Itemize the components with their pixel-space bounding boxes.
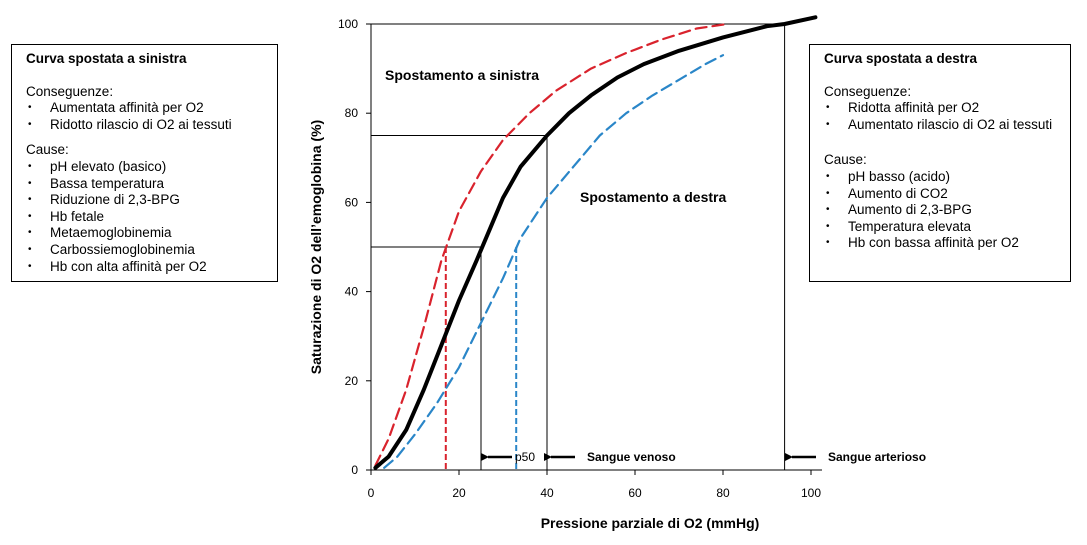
left-shift-info-box: Curva spostata a sinistra Conseguenze: A…: [11, 44, 278, 282]
y-axis-label: Saturazione di O2 dell’emoglobina (%): [308, 120, 324, 374]
normal-curve: [373, 15, 818, 470]
x-tick-label: 80: [716, 486, 730, 500]
x-tick-label: 100: [801, 486, 821, 500]
right-consequences-list: Ridotta affinità per O2 Aumentato rilasc…: [824, 100, 1060, 133]
list-item: Ridotta affinità per O2: [824, 100, 1060, 117]
x-tick-label: 40: [540, 486, 554, 500]
x-axis-label: Pressione parziale di O2 (mmHg): [541, 515, 760, 531]
list-item: Riduzione di 2,3-BPG: [26, 192, 267, 209]
list-item: Aumento di CO2: [824, 186, 1060, 203]
left-causes-list: pH elevato (basico) Bassa temperatura Ri…: [26, 159, 267, 275]
right-box-title: Curva spostata a destra: [824, 51, 978, 66]
x-tick-label: 60: [628, 486, 642, 500]
y-ticks: 0 20 40 60 80 100: [338, 17, 371, 477]
right-causes-label: Cause:: [824, 152, 867, 168]
left-shift-curve: [374, 22, 729, 467]
right-shift-label: Spostamento a destra: [580, 189, 726, 205]
left-consequences-label: Conseguenze:: [26, 83, 114, 99]
right-shift-curve: [383, 54, 725, 469]
left-consequences-list: Aumentata affinità per O2 Ridotto rilasc…: [26, 100, 267, 133]
x-tick-label: 0: [368, 486, 375, 500]
list-item: Aumentato rilascio di O2 ai tessuti: [824, 117, 1060, 134]
right-causes-list: pH basso (acido) Aumento di CO2 Aumento …: [824, 169, 1060, 252]
left-box-title: Curva spostata a sinistra: [26, 51, 187, 66]
p50-marker: p50: [481, 450, 535, 464]
y-tick-label: 0: [351, 463, 358, 477]
venous-blood-marker: Sangue venoso: [544, 450, 676, 464]
list-item: Ridotto rilascio di O2 ai tessuti: [26, 117, 267, 134]
list-item: pH elevato (basico): [26, 159, 267, 176]
x-ticks: 0 20 40 60 80 100: [368, 470, 821, 500]
list-item: Metaemoglobinemia: [26, 225, 267, 242]
left-shift-label: Spostamento a sinistra: [385, 67, 539, 83]
y-tick-label: 100: [338, 17, 358, 31]
list-item: Bassa temperatura: [26, 176, 267, 193]
y-tick-label: 40: [345, 285, 359, 299]
list-item: Aumentata affinità per O2: [26, 100, 267, 117]
y-tick-label: 80: [345, 106, 359, 120]
reference-lines: [371, 24, 786, 470]
venous-blood-label: Sangue venoso: [587, 450, 676, 464]
arterial-blood-marker: Sangue arterioso: [785, 450, 926, 464]
right-shift-info-box: Curva spostata a destra Conseguenze: Rid…: [809, 44, 1071, 282]
arterial-blood-label: Sangue arterioso: [828, 450, 926, 464]
list-item: Hb con bassa affinità per O2: [824, 235, 1060, 252]
y-tick-label: 20: [345, 374, 359, 388]
list-item: Hb con alta affinità per O2: [26, 259, 267, 276]
right-consequences-label: Conseguenze:: [824, 83, 912, 99]
left-causes-label: Cause:: [26, 142, 69, 158]
p50-label: p50: [515, 450, 535, 464]
x-tick-label: 20: [452, 486, 466, 500]
list-item: pH basso (acido): [824, 169, 1060, 186]
y-tick-label: 60: [345, 195, 359, 209]
list-item: Carbossiemoglobinemia: [26, 242, 267, 259]
list-item: Temperatura elevata: [824, 219, 1060, 236]
list-item: Aumento di 2,3-BPG: [824, 202, 1060, 219]
curves: [373, 15, 818, 470]
list-item: Hb fetale: [26, 209, 267, 226]
